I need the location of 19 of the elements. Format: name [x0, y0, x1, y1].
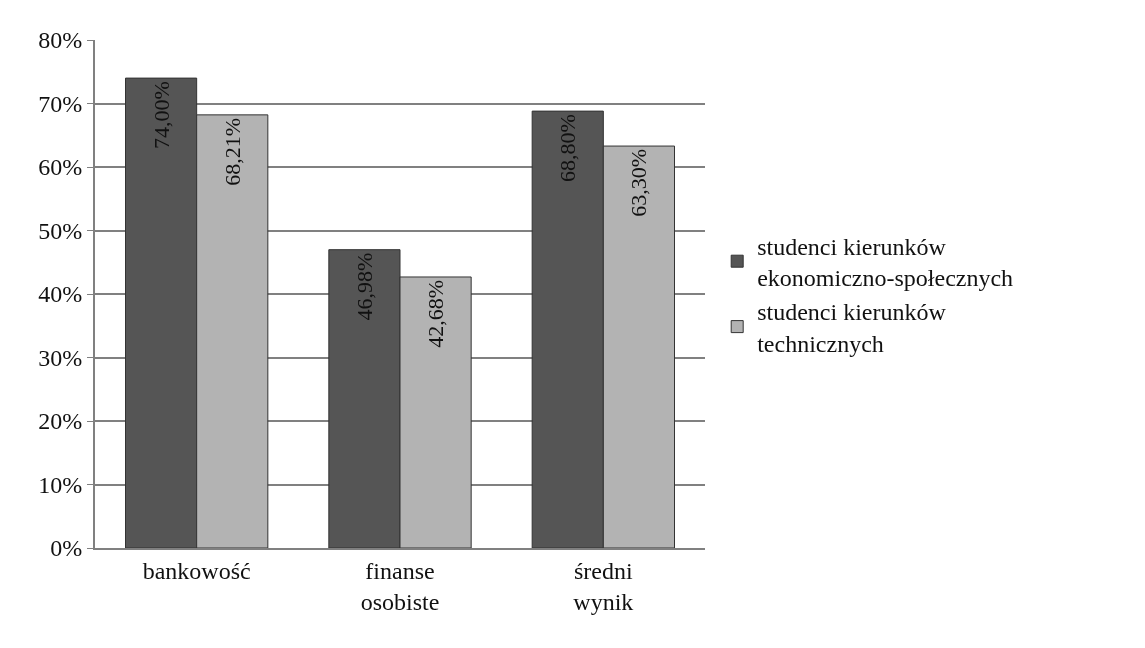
data-label: 46,98%	[351, 252, 377, 321]
y-tick-label: 10%	[38, 471, 83, 498]
y-tick-label: 50%	[38, 217, 83, 244]
y-tick-label: 70%	[38, 90, 83, 117]
data-label: 68,80%	[555, 114, 581, 182]
y-tick-label: 30%	[38, 344, 83, 371]
data-label: 42,68%	[423, 279, 449, 348]
y-tick-label: 40%	[38, 281, 83, 308]
x-tick-label: średni wynik	[573, 557, 634, 615]
x-tick-label: finanse osobiste	[360, 557, 440, 615]
y-tick-label: 20%	[38, 408, 83, 435]
x-tick-label: bankowość	[142, 557, 251, 584]
legend-label: studenci kierunków technicznych	[757, 299, 947, 357]
data-label: 68,21%	[219, 117, 245, 186]
y-tick-label: 60%	[38, 154, 83, 181]
data-label: 74,00%	[148, 81, 174, 149]
y-tick-label: 80%	[38, 27, 83, 54]
y-tick-label: 0%	[50, 535, 83, 562]
data-label: 63,30%	[626, 149, 652, 217]
